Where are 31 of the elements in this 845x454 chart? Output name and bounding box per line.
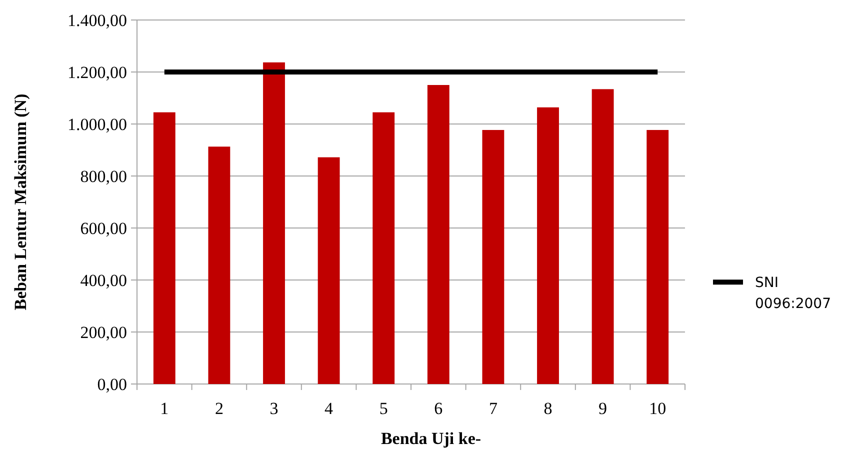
- x-tick-label: 7: [488, 399, 498, 418]
- y-tick-label: 400,00: [80, 270, 127, 290]
- bar: [427, 85, 450, 384]
- bar: [208, 146, 230, 384]
- y-tick-label: 200,00: [80, 322, 127, 342]
- legend-label: SNI 0096:2007: [755, 274, 831, 312]
- y-axis-title: Beban Lentur Maksimum (N): [11, 94, 30, 310]
- y-tick-label: 800,00: [80, 166, 127, 186]
- x-tick-label: 9: [598, 399, 608, 418]
- y-tick-label: 1.400,00: [68, 10, 127, 30]
- bar: [153, 112, 176, 384]
- bar: [372, 112, 395, 384]
- x-tick-label: 6: [434, 399, 443, 418]
- x-tick-label: 1: [160, 399, 169, 418]
- y-tick-label: 1.200,00: [68, 62, 127, 82]
- bar: [592, 89, 614, 384]
- x-tick-label: 5: [379, 399, 388, 418]
- bar: [318, 157, 340, 384]
- bar: [646, 130, 669, 384]
- x-tick-label: 8: [544, 399, 552, 418]
- x-tick-label: 2: [214, 399, 224, 418]
- y-tick-label: 1.000,00: [68, 114, 127, 134]
- y-tick-label: 0,00: [97, 374, 127, 394]
- y-tick-label: 600,00: [80, 218, 127, 238]
- x-axis-title: Benda Uji ke-: [380, 429, 482, 448]
- x-tick-label: 4: [324, 399, 334, 418]
- x-tick-label: 3: [270, 399, 278, 418]
- x-tick-label: 10: [649, 399, 666, 418]
- bar: [537, 107, 559, 384]
- bar: [263, 62, 285, 384]
- bar: [482, 130, 504, 384]
